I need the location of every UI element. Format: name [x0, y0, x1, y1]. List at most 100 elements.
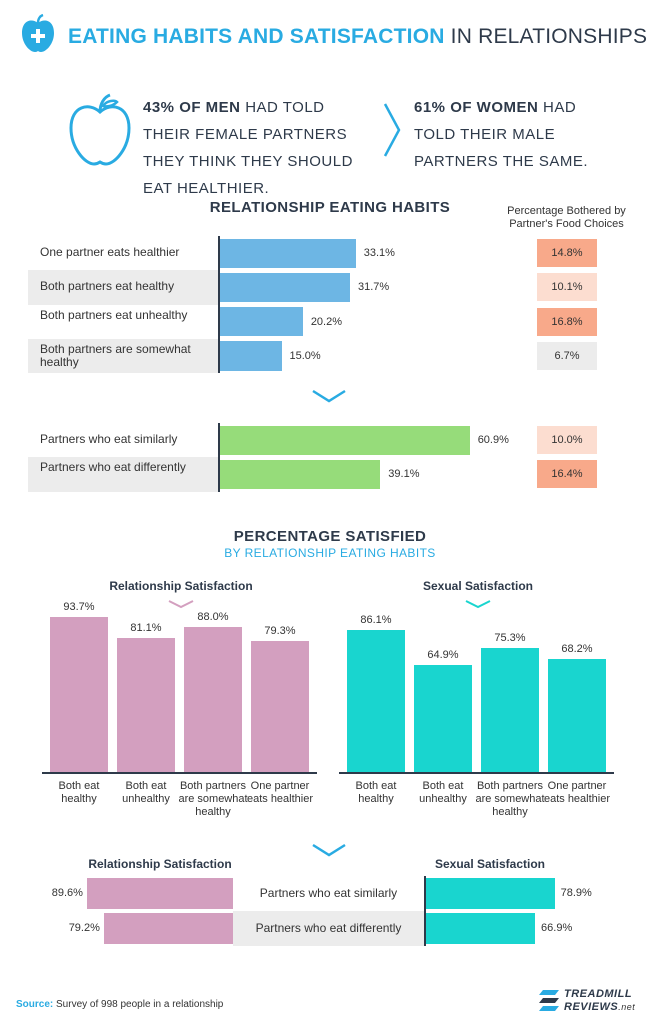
brand-suffix: .net — [618, 1002, 636, 1012]
category-label: Partners who eat differently — [40, 460, 186, 475]
column-category-label: Both eat unhealthy — [122, 780, 170, 805]
column-bar — [117, 638, 175, 772]
column-category-label: Both eat healthy — [58, 780, 100, 805]
bar — [220, 307, 303, 337]
category-label: Both partners eat healthy — [40, 279, 175, 294]
sexual-value-label: 66.9% — [541, 922, 573, 934]
title-light: IN RELATIONSHIPS — [450, 25, 648, 48]
sexual-bar — [426, 913, 536, 944]
women-stat-bold: 61% OF WOMEN — [414, 99, 539, 116]
bothered-box: 10.1% — [537, 273, 597, 302]
row-background — [233, 911, 424, 946]
column-category-label: Both partners are somewhat healthy — [475, 780, 545, 818]
column-value-label: 68.2% — [561, 643, 593, 656]
bar — [220, 459, 381, 490]
relationship-bar — [86, 878, 233, 909]
value-label: 31.7% — [357, 281, 390, 294]
bothered-header: Percentage Bothered by Partner's Food Ch… — [507, 205, 626, 230]
source-note: Source: Survey of 998 people in a relati… — [16, 999, 223, 1010]
page-title: EATING HABITS AND SATISFACTION IN RELATI… — [68, 25, 647, 49]
column-category-label: Both eat healthy — [355, 780, 397, 805]
relationship-value-label: 89.6% — [51, 887, 83, 899]
sexual-bar — [426, 878, 555, 909]
column-chart-title: Sexual Satisfaction — [422, 579, 534, 593]
brand-stripes-icon — [539, 990, 559, 1011]
women-stat: 61% OF WOMEN HAD TOLD THEIR MALE PARTNER… — [414, 94, 614, 175]
column-bar — [347, 629, 405, 772]
column-category-label: Both eat unhealthy — [419, 780, 467, 805]
eating-similarity-satisfaction: Relationship Satisfaction Sexual Satisfac… — [51, 857, 592, 946]
column-bar — [251, 641, 309, 772]
column-chart-title: Relationship Satisfaction — [109, 579, 253, 593]
column-category-label: One partner eats healthier — [543, 780, 611, 805]
chevron-right-icon — [383, 100, 401, 165]
chevron-down-icon — [464, 596, 492, 614]
chevron-down-icon — [311, 843, 347, 862]
relationship-satisfaction-title: Relationship Satisfaction — [88, 857, 232, 871]
column-value-label: 75.3% — [494, 631, 526, 644]
sexual-value-label: 78.9% — [560, 887, 592, 899]
apple-plus-icon — [22, 13, 54, 52]
column-category-label: Both partners are somewhat healthy — [178, 780, 248, 818]
category-label: Partners who eat differently — [255, 921, 402, 935]
category-label: Partners who eat similarly — [40, 432, 178, 446]
axis-line — [218, 236, 220, 374]
header-icon — [20, 13, 56, 54]
category-label: One partner eats healthier — [40, 245, 180, 259]
value-label: 20.2% — [310, 315, 343, 328]
column-value-label: 79.3% — [264, 625, 296, 638]
column-value-label: 88.0% — [197, 610, 229, 623]
axis-line — [424, 876, 426, 946]
relationship-value-label: 79.2% — [68, 922, 100, 934]
bothered-box: 10.0% — [537, 426, 597, 454]
row-background — [28, 338, 218, 374]
category-label: Both partners eat unhealthy — [40, 307, 188, 322]
bar — [220, 425, 470, 455]
bothered-box: 14.8% — [537, 239, 597, 267]
category-label: Partners who eat similarly — [259, 886, 398, 900]
chevron-down-icon — [167, 596, 195, 614]
column-bar — [481, 647, 539, 772]
satisfied-subtitle: BY RELATIONSHIP EATING HABITS — [224, 546, 436, 560]
column-value-label: 81.1% — [130, 622, 162, 635]
category-label: Both partners are somewhat healthy — [40, 341, 191, 369]
column-value-label: 64.9% — [427, 648, 459, 661]
sexual-satisfaction-title: Sexual Satisfaction — [434, 857, 546, 871]
women-stat-rest: HAD TOLD THEIR MALE PARTNERS THE SAME. — [414, 99, 589, 170]
source-label: Source: — [16, 999, 54, 1010]
men-stat: 43% OF MEN HAD TOLD THEIR FEMALE PARTNER… — [143, 94, 373, 202]
column-bar — [414, 664, 472, 772]
baseline — [339, 772, 614, 774]
column-value-label: 93.7% — [63, 601, 95, 614]
satisfied-title: PERCENTAGE SATISFIED — [233, 528, 427, 545]
brand-logo: TREADMILL REVIEWS.net — [537, 986, 647, 1018]
apple-outline-icon — [67, 92, 133, 168]
row-background — [28, 457, 218, 492]
column-bar — [548, 659, 606, 772]
men-stat-rest: HAD TOLD THEIR FEMALE PARTNERS THEY THIN… — [143, 99, 353, 197]
brand-line1: TREADMILL — [564, 988, 633, 1000]
column-bar — [50, 617, 108, 772]
row-background — [28, 270, 218, 305]
axis-line — [218, 423, 220, 492]
baseline — [42, 772, 317, 774]
value-label: 39.1% — [388, 468, 420, 481]
bar — [220, 238, 356, 268]
source-text: Survey of 998 people in a relationship — [56, 999, 224, 1010]
value-label: 33.1% — [363, 247, 395, 259]
bothered-box: 16.4% — [537, 460, 597, 489]
bothered-box: 16.8% — [537, 307, 597, 336]
brand-line2: REVIEWS — [564, 1001, 619, 1013]
habits-title: RELATIONSHIP EATING HABITS — [209, 199, 451, 216]
title-bold: EATING HABITS AND SATISFACTION — [68, 25, 445, 48]
habits-chart: One partner eats healthier 33.1% 14.8% Both… — [28, 236, 597, 492]
men-stat-bold: 43% OF MEN — [143, 99, 241, 116]
value-label: 60.9% — [477, 434, 509, 446]
column-bar — [184, 626, 242, 772]
bar — [220, 272, 350, 303]
column-value-label: 86.1% — [360, 613, 392, 626]
bar — [220, 341, 282, 371]
column-category-label: One partner eats healthier — [246, 780, 314, 805]
chevron-down-icon — [311, 389, 347, 408]
relationship-bar — [103, 913, 233, 944]
